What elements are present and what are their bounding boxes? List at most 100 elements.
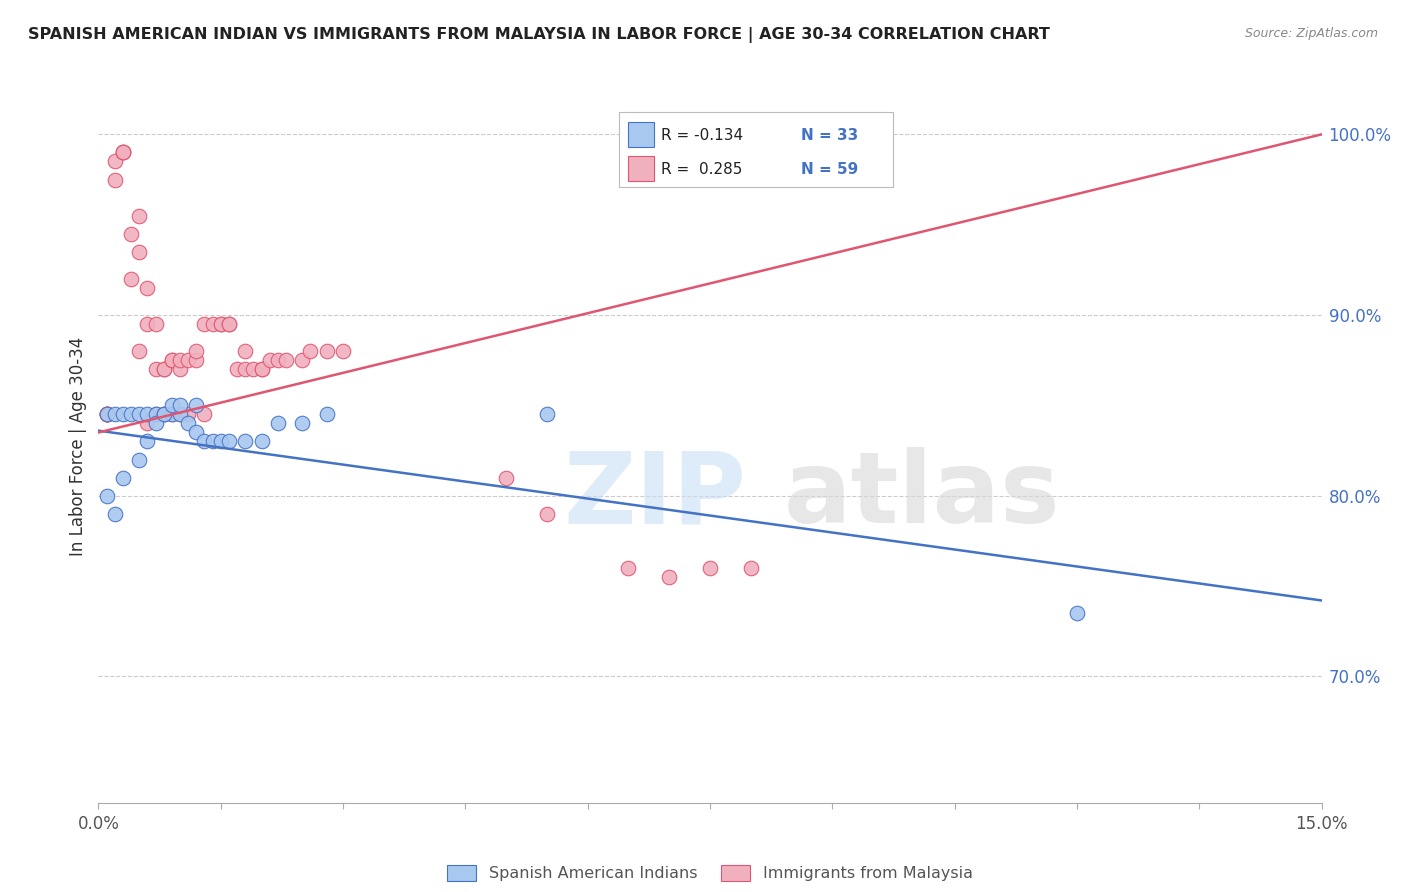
Point [120, 408, 142, 422]
Legend: Spanish American Indians, Immigrants from Malaysia: Spanish American Indians, Immigrants fro… [441, 858, 979, 888]
Point [186, 398, 208, 412]
Point [96, 408, 118, 422]
Point [291, 417, 314, 431]
Point [233, 362, 256, 376]
Point [267, 353, 290, 368]
Point [699, 561, 721, 575]
Point [315, 408, 337, 422]
Point [1066, 606, 1088, 620]
Point [96, 489, 118, 503]
Point [291, 353, 314, 368]
Point [111, 145, 134, 160]
Point [193, 408, 215, 422]
Point [332, 344, 354, 359]
Point [193, 434, 215, 449]
Point [177, 417, 200, 431]
Point [201, 434, 224, 449]
Point [169, 408, 191, 422]
Point [120, 272, 142, 286]
Point [218, 317, 240, 331]
Point [536, 408, 558, 422]
Point [120, 227, 142, 241]
Point [250, 362, 273, 376]
Point [658, 570, 681, 584]
Point [169, 362, 191, 376]
Point [233, 434, 256, 449]
Point [160, 353, 183, 368]
Point [169, 353, 191, 368]
Point [193, 317, 215, 331]
Point [259, 353, 281, 368]
Point [104, 172, 127, 186]
Point [186, 344, 208, 359]
Point [218, 317, 240, 331]
Point [111, 470, 134, 484]
Point [145, 408, 167, 422]
Point [152, 408, 174, 422]
Point [152, 408, 174, 422]
Point [186, 425, 208, 440]
Point [218, 434, 240, 449]
Point [226, 362, 249, 376]
Point [96, 408, 118, 422]
Point [740, 561, 762, 575]
Point [160, 398, 183, 412]
Point [201, 317, 224, 331]
Point [111, 408, 134, 422]
Point [160, 353, 183, 368]
Point [96, 408, 118, 422]
Point [177, 353, 200, 368]
Point [209, 317, 232, 331]
Point [152, 362, 174, 376]
Point [128, 452, 150, 467]
Point [111, 145, 134, 160]
Point [136, 408, 159, 422]
Text: atlas: atlas [783, 448, 1060, 544]
Text: N = 33: N = 33 [801, 128, 859, 143]
Point [160, 408, 183, 422]
Point [152, 362, 174, 376]
Point [128, 209, 150, 223]
Text: N = 59: N = 59 [801, 162, 859, 177]
Point [274, 353, 297, 368]
Point [177, 408, 200, 422]
Point [315, 344, 337, 359]
Point [209, 434, 232, 449]
Text: R = -0.134: R = -0.134 [661, 128, 742, 143]
Point [145, 408, 167, 422]
Point [250, 362, 273, 376]
Point [128, 344, 150, 359]
Point [111, 145, 134, 160]
Point [152, 408, 174, 422]
Point [104, 507, 127, 521]
Point [104, 408, 127, 422]
Point [169, 408, 191, 422]
Point [617, 561, 640, 575]
Point [233, 344, 256, 359]
Point [128, 408, 150, 422]
Text: R =  0.285: R = 0.285 [661, 162, 742, 177]
Point [209, 317, 232, 331]
Point [145, 317, 167, 331]
Point [128, 244, 150, 259]
Point [96, 408, 118, 422]
Text: Source: ZipAtlas.com: Source: ZipAtlas.com [1244, 27, 1378, 40]
Text: ZIP: ZIP [564, 448, 747, 544]
Point [136, 317, 159, 331]
Point [536, 507, 558, 521]
Point [160, 408, 183, 422]
Text: SPANISH AMERICAN INDIAN VS IMMIGRANTS FROM MALAYSIA IN LABOR FORCE | AGE 30-34 C: SPANISH AMERICAN INDIAN VS IMMIGRANTS FR… [28, 27, 1050, 43]
Point [136, 281, 159, 295]
Point [267, 417, 290, 431]
Y-axis label: In Labor Force | Age 30-34: In Labor Force | Age 30-34 [69, 336, 87, 556]
Point [136, 434, 159, 449]
Point [145, 362, 167, 376]
Point [96, 408, 118, 422]
Point [104, 154, 127, 169]
Point [242, 362, 264, 376]
Point [169, 398, 191, 412]
Point [495, 470, 517, 484]
Point [250, 434, 273, 449]
Point [299, 344, 322, 359]
Point [145, 417, 167, 431]
